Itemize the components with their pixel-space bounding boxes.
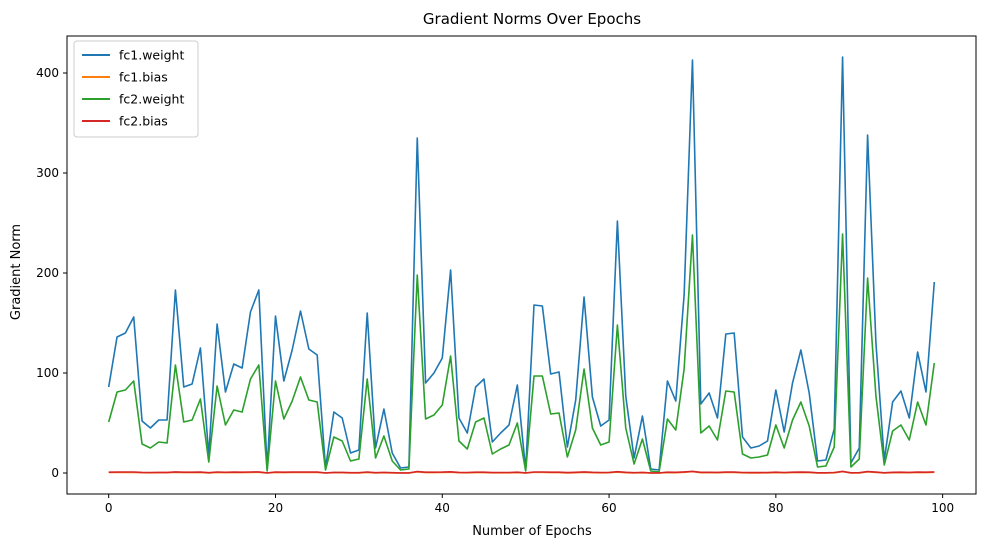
- y-axis-label: Gradient Norm: [9, 224, 24, 320]
- y-tick-label: 100: [36, 366, 59, 380]
- legend-box: [73, 40, 199, 138]
- plot-area: [107, 56, 936, 474]
- series-line-fc1-weight: [107, 56, 936, 471]
- x-axis-label: Number of Epochs: [472, 524, 592, 539]
- x-tick-label: 0: [105, 501, 113, 515]
- series-line-fc2-bias: [108, 470, 935, 474]
- axis-ticks: 0 20 40 60 80 100 0 100 200 300 400: [36, 66, 954, 515]
- x-tick-label: 20: [268, 501, 283, 515]
- chart-title: Gradient Norms Over Epochs: [423, 10, 641, 28]
- y-tick-label: 200: [36, 266, 59, 280]
- y-tick-label: 0: [51, 466, 59, 480]
- legend: fc1.weight fc1.bias fc2.weight fc2.bias: [73, 40, 199, 138]
- x-tick-label: 40: [435, 501, 450, 515]
- legend-label: fc1.bias: [119, 70, 168, 85]
- series-line-fc2-weight: [107, 233, 936, 473]
- x-tick-label: 100: [931, 501, 954, 515]
- legend-label: fc2.weight: [119, 92, 184, 107]
- y-tick-label: 300: [36, 166, 59, 180]
- x-tick-label: 60: [601, 501, 616, 515]
- legend-label: fc2.bias: [119, 114, 168, 129]
- legend-label: fc1.weight: [119, 48, 184, 63]
- x-tick-label: 80: [768, 501, 783, 515]
- y-tick-label: 400: [36, 66, 59, 80]
- plot-frame: [66, 35, 977, 495]
